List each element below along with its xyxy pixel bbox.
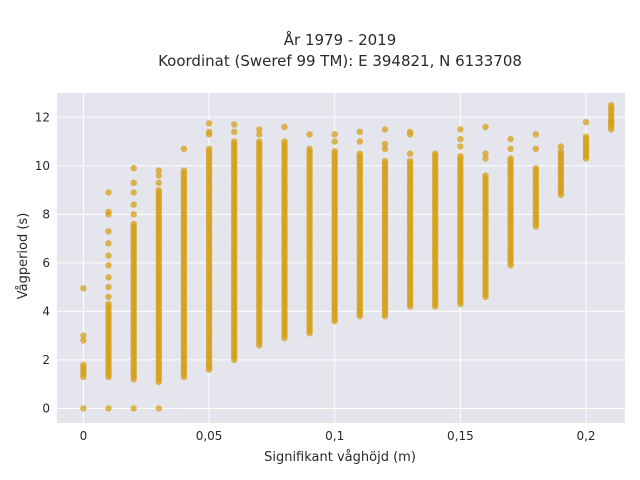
x-tick-label: 0 — [80, 429, 88, 443]
x-tick-label: 0,05 — [196, 429, 223, 443]
scatter-point — [557, 143, 565, 150]
scatter-point — [507, 145, 514, 152]
x-tick-label: 0,15 — [447, 429, 474, 443]
scatter-point — [105, 240, 112, 247]
scatter-point — [507, 135, 514, 143]
scatter-point — [105, 252, 112, 259]
scatter-point — [406, 150, 414, 157]
scatter-point — [105, 189, 112, 196]
y-tick-label: 8 — [42, 207, 50, 221]
scatter-point — [130, 211, 137, 218]
scatter-point — [205, 128, 213, 135]
scatter-point — [482, 123, 489, 131]
y-tick-label: 12 — [35, 110, 50, 124]
scatter-point — [608, 118, 615, 126]
scatter-point — [105, 208, 112, 216]
scatter-point — [205, 145, 213, 152]
scatter-point — [356, 128, 363, 135]
scatter-point — [532, 145, 539, 152]
scatter-point — [155, 167, 162, 174]
scatter-point — [381, 157, 389, 165]
y-tick-label: 4 — [42, 304, 50, 318]
scatter-point — [281, 138, 288, 145]
scatter-point — [306, 145, 313, 152]
scatter-point — [130, 220, 137, 228]
scatter-point — [482, 150, 489, 157]
scatter-point — [482, 155, 489, 162]
scatter-point — [105, 228, 112, 235]
scatter-point — [306, 131, 313, 138]
plot-area — [57, 93, 625, 423]
scatter-point — [80, 361, 87, 368]
scatter-point — [105, 283, 112, 291]
scatter-point — [331, 131, 338, 138]
scatter-point — [155, 172, 162, 179]
scatter-point — [331, 148, 338, 155]
y-tick-label: 0 — [42, 401, 50, 415]
scatter-point — [331, 138, 338, 145]
scatter-point — [80, 337, 87, 344]
scatter-point — [231, 121, 238, 128]
scatter-point — [231, 138, 238, 145]
scatter-points — [80, 101, 615, 412]
scatter-point — [105, 300, 112, 308]
chart-title-line2: Koordinat (Sweref 99 TM): E 394821, N 61… — [158, 52, 522, 70]
scatter-point — [105, 405, 112, 412]
scatter-point — [281, 123, 288, 131]
scatter-point — [256, 131, 263, 138]
scatter-point — [256, 138, 263, 145]
scatter-point — [457, 143, 464, 150]
scatter-point — [105, 274, 112, 281]
scatter-point — [406, 128, 414, 135]
tick-labels: 0 0,05 0,1 0,15 0,2 0 2 4 6 8 10 12 — [35, 110, 596, 443]
y-axis-label: Vågperiod (s) — [16, 213, 31, 300]
scatter-point — [482, 172, 489, 179]
chart-title-line1: År 1979 - 2019 — [284, 30, 397, 49]
scatter-point — [582, 133, 590, 140]
x-tick-label: 0,1 — [325, 429, 344, 443]
scatter-point — [532, 165, 539, 172]
scatter-point — [155, 405, 162, 412]
scatter-point — [608, 101, 615, 109]
scatter-point — [356, 150, 363, 157]
scatter-point — [457, 152, 464, 160]
y-tick-label: 6 — [42, 256, 50, 270]
scatter-point — [130, 201, 137, 208]
scatter-point — [432, 150, 439, 157]
scatter-point — [557, 148, 565, 155]
scatter-point — [381, 140, 389, 148]
y-tick-label: 2 — [42, 353, 50, 367]
scatter-point — [130, 165, 137, 172]
scatter-point — [381, 126, 389, 133]
scatter-point — [130, 179, 137, 186]
scatter-point — [180, 145, 188, 152]
scatter-point — [80, 285, 87, 292]
scatter-point — [507, 155, 514, 162]
scatter-point — [155, 186, 162, 194]
scatter-point — [105, 293, 112, 300]
x-axis-label: Signifikant våghöjd (m) — [264, 450, 416, 465]
scatter-point — [130, 405, 137, 412]
scatter-point — [80, 332, 87, 339]
scatter-point — [381, 145, 389, 152]
scatter-point — [80, 405, 87, 412]
scatter-point — [457, 135, 464, 143]
scatter-point — [231, 128, 238, 135]
scatter-point — [130, 189, 137, 196]
grid-lines — [57, 93, 625, 423]
x-tick-label: 0,2 — [576, 429, 595, 443]
scatter-point — [205, 120, 213, 127]
scatter-point — [180, 167, 188, 174]
scatter-point — [105, 262, 112, 269]
scatter-point — [155, 179, 162, 186]
scatter-point — [256, 126, 263, 133]
scatter-point — [457, 126, 464, 133]
scatter-point — [406, 157, 414, 165]
scatter-point — [532, 131, 539, 138]
scatter-point — [356, 138, 363, 145]
y-tick-label: 10 — [35, 159, 50, 173]
scatter-point — [582, 118, 590, 126]
